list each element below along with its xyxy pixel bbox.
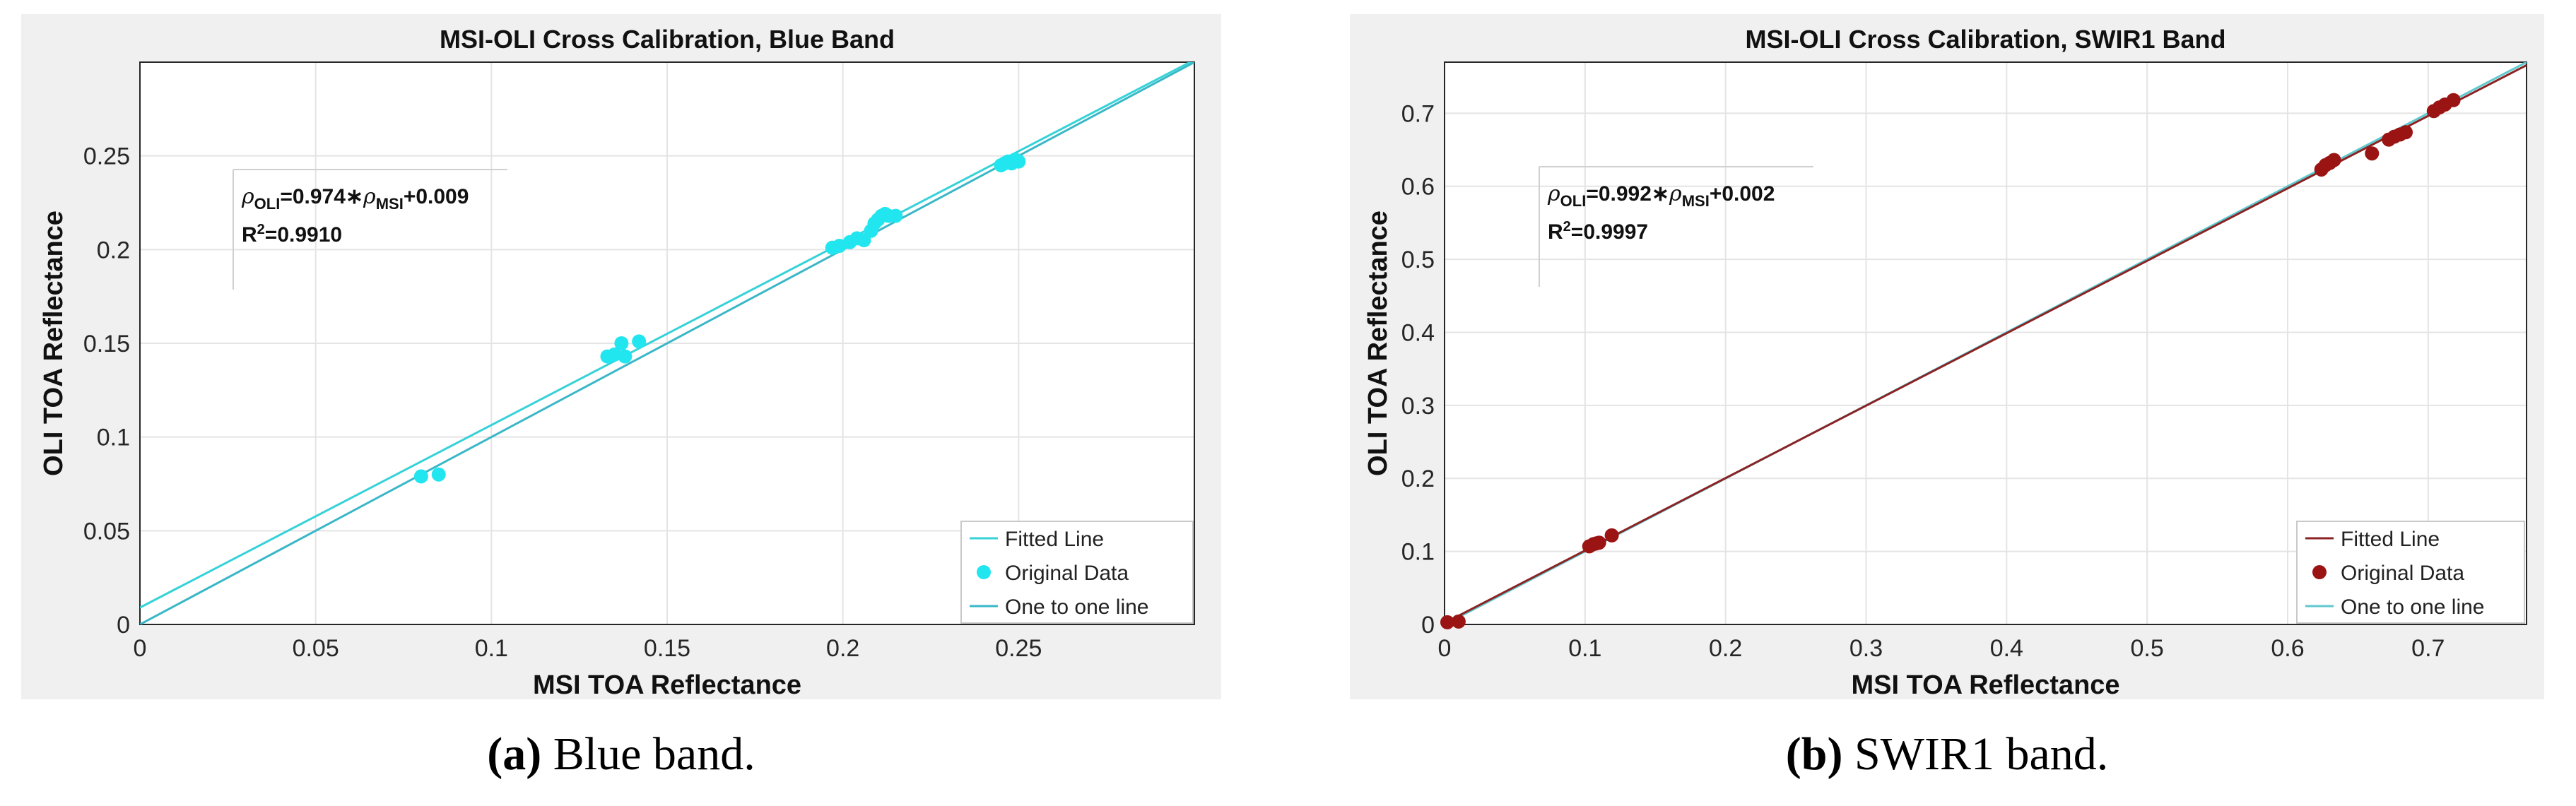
x-tick-label: 0.1 (475, 635, 508, 662)
equation-part: OLI (1560, 192, 1587, 210)
x-tick-label: 0 (134, 635, 147, 662)
y-tick-label: 0.6 (1401, 174, 1435, 201)
x-tick-label: 0 (1438, 635, 1452, 662)
caption-tag: (b) (1785, 728, 1843, 780)
equation-part: =0.992∗ (1586, 182, 1669, 206)
caption-tag: (a) (487, 728, 542, 780)
fit-equation: ρOLI=0.974∗ρMSI+0.009 (241, 184, 469, 213)
equation-part: ρ (1669, 182, 1682, 206)
equation-part: ρ (363, 184, 376, 209)
equation-part: ρ (1547, 182, 1560, 206)
data-point (2365, 146, 2380, 161)
chart-title: MSI-OLI Cross Calibration, SWIR1 Band (1745, 25, 2225, 54)
equation-part: =0.974∗ (280, 185, 363, 208)
y-tick-label: 0.7 (1401, 100, 1435, 127)
legend-box (2296, 521, 2525, 624)
y-tick-label: 0.2 (97, 237, 130, 263)
caption-text: Blue band. (553, 728, 755, 780)
equation-part: MSI (376, 195, 404, 213)
caption-swir1-band: (b) SWIR1 band. (1350, 728, 2544, 784)
data-point (1604, 528, 1619, 543)
data-point (431, 467, 446, 482)
y-tick-label: 0 (1421, 612, 1435, 639)
y-tick-label: 0.1 (1401, 539, 1435, 566)
x-tick-label: 0.6 (2271, 635, 2304, 662)
x-tick-label: 0.2 (1709, 635, 1742, 662)
legend-entry-label: Original Data (1005, 562, 1129, 585)
r-squared: R2=0.9910 (242, 222, 342, 247)
x-axis-label: MSI TOA Reflectance (1851, 670, 2119, 699)
x-axis-label: MSI TOA Reflectance (533, 670, 801, 699)
y-tick-label: 0.4 (1401, 319, 1435, 346)
legend-entry-label: One to one line (2341, 595, 2484, 619)
data-point (614, 336, 629, 350)
r2-symbol: R (1548, 220, 1563, 244)
legend-entry-label: Original Data (2341, 562, 2464, 585)
data-point (888, 208, 903, 223)
r-squared: R2=0.9997 (1548, 219, 1648, 244)
legend-entry-label: Fitted Line (1005, 528, 1104, 551)
legend-point-swatch (977, 565, 991, 579)
equation-part: +0.002 (1710, 182, 1775, 206)
y-tick-label: 0.1 (97, 425, 130, 451)
chart-panel-blue-band: 0 0.05 0.1 0.15 0.2 0.25 0 0.05 0.1 0.15 0.2 0.25 ρO… (21, 14, 1221, 699)
data-point (1440, 615, 1454, 629)
axes-box (139, 61, 1195, 625)
data-point (2446, 93, 2461, 107)
caption-blue-band: (a) Blue band. (21, 728, 1221, 784)
legend-box (960, 521, 1194, 624)
equation-part: +0.009 (404, 185, 469, 208)
x-tick-label: 0.25 (995, 635, 1042, 662)
y-axis-label: OLI TOA Reflectance (1363, 211, 1393, 476)
data-point (413, 469, 428, 484)
fitted-line (1445, 64, 2527, 624)
y-axis-label: OLI TOA Reflectance (39, 211, 69, 476)
data-point (1011, 154, 1026, 169)
equation-part: OLI (254, 195, 281, 213)
y-tick-label: 0.15 (83, 331, 130, 357)
r2-value: =0.9910 (265, 223, 342, 247)
chart-panel-swir1-band: 0 0.1 0.2 0.3 0.4 0.5 0.6 0.7 0 0.1 0.2 0.3 0.4 0.5 0.… (1350, 14, 2544, 699)
y-tick-label: 0.05 (83, 518, 130, 545)
y-tick-label: 0.3 (1401, 393, 1435, 420)
equation-part: MSI (1682, 192, 1710, 210)
fit-equation: ρOLI=0.992∗ρMSI+0.002 (1547, 182, 1775, 210)
chart-swir1-band: 0 0.1 0.2 0.3 0.4 0.5 0.6 0.7 0 0.1 0.2 0.3 0.4 0.5 0.… (1363, 25, 2527, 699)
data-point (618, 349, 633, 364)
axes-box (1444, 61, 2527, 625)
data-point (607, 347, 622, 362)
y-tick-label: 0 (117, 612, 130, 639)
x-tick-label: 0.2 (826, 635, 859, 662)
r2-superscript: 2 (257, 222, 265, 237)
caption-text: SWIR1 band. (1854, 728, 2109, 780)
equation-part: ρ (241, 184, 254, 209)
r2-superscript: 2 (1563, 219, 1571, 235)
y-tick-label: 0.25 (83, 143, 130, 170)
data-point (1451, 614, 1466, 629)
legend-entry-label: One to one line (1005, 595, 1148, 619)
y-tick-label: 0.2 (1401, 466, 1435, 492)
legend-point-swatch (2312, 565, 2327, 579)
data-point (1592, 535, 1606, 550)
y-tick-label: 0.5 (1401, 247, 1435, 273)
x-tick-label: 0.7 (2411, 635, 2445, 662)
x-tick-label: 0.3 (1849, 635, 1883, 662)
data-point (632, 334, 647, 349)
x-tick-label: 0.15 (644, 635, 690, 662)
x-tick-label: 0.5 (2131, 635, 2164, 662)
x-tick-label: 0.1 (1568, 635, 1601, 662)
x-tick-label: 0.4 (1990, 635, 2023, 662)
chart-blue-band: 0 0.05 0.1 0.15 0.2 0.2500.050.10.150.20.25ρO… (39, 25, 1195, 699)
data-point (2327, 153, 2341, 167)
legend-entry-label: Fitted Line (2341, 528, 2440, 551)
x-tick-label: 0.05 (293, 635, 339, 662)
chart-title: MSI-OLI Cross Calibration, Blue Band (440, 25, 895, 54)
data-point (2399, 125, 2413, 140)
r2-symbol: R (242, 223, 257, 247)
r2-value: =0.9997 (1571, 220, 1648, 244)
fitted-line (140, 62, 1193, 609)
